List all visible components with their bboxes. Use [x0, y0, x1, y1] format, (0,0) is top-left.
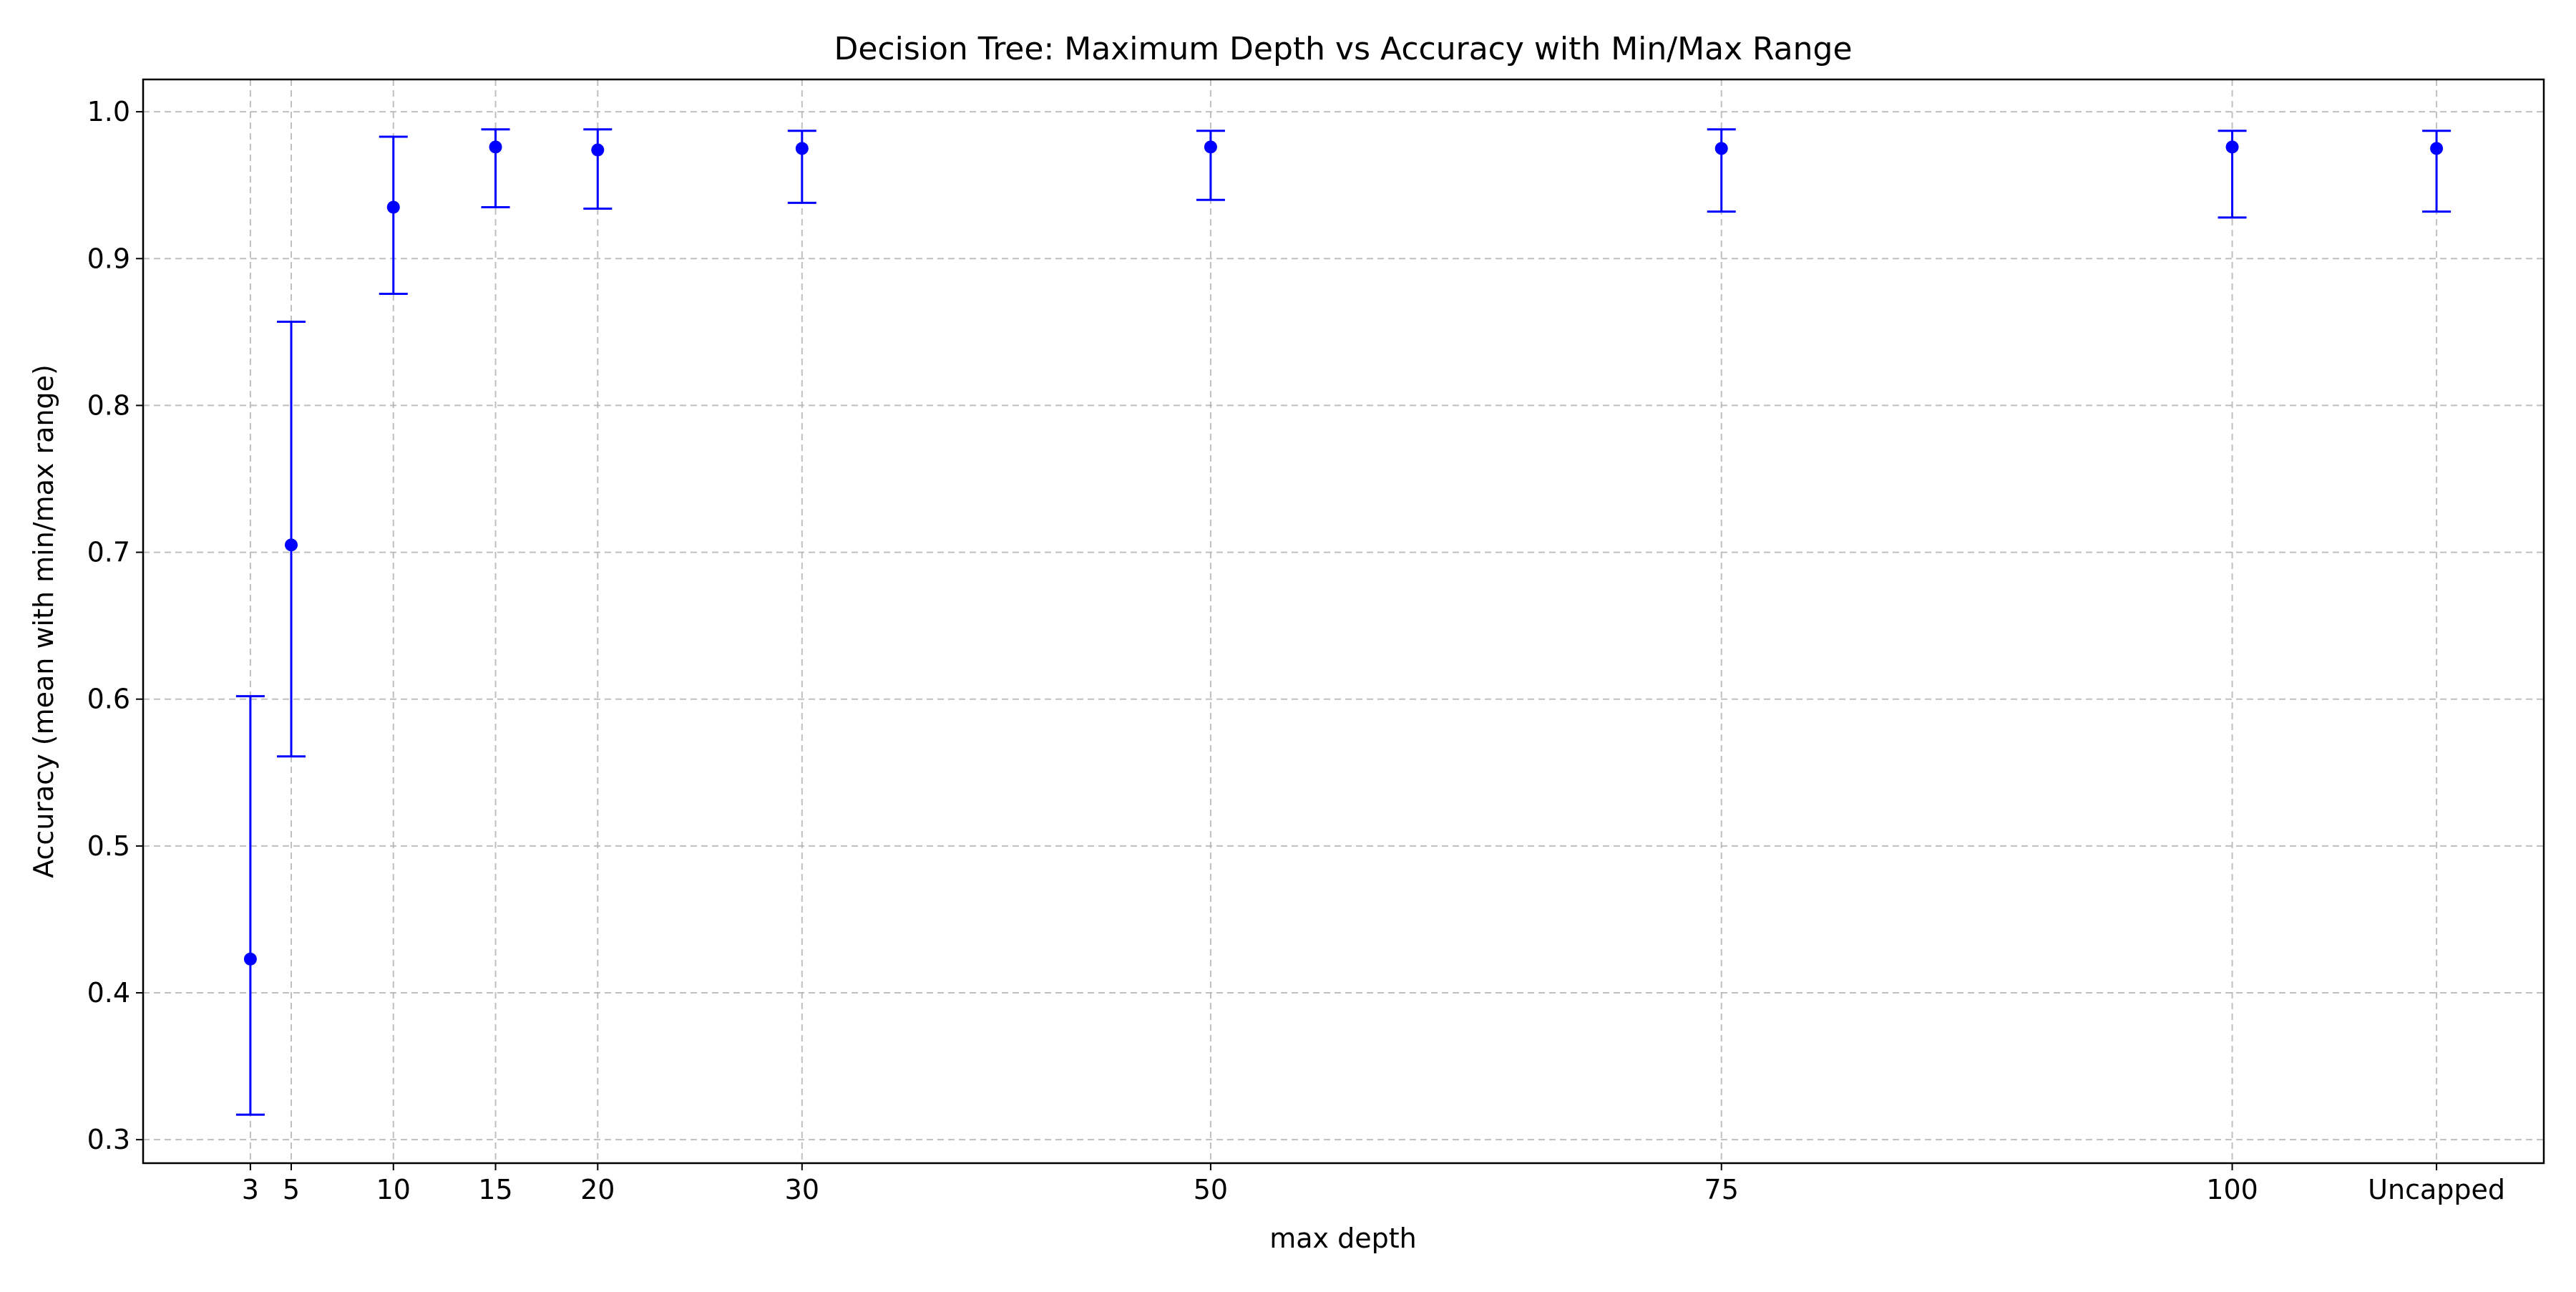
- y-tick-label: 0.3: [87, 1124, 130, 1155]
- x-tick-label: 20: [580, 1174, 615, 1205]
- x-tick-label: 10: [376, 1174, 411, 1205]
- mean-point: [489, 140, 502, 154]
- axis-ticks: 0.3 0.4 0.5 0.6 0.7 0.8 0.9 1.0 3 5 10 15 20 30 50 75 10…: [87, 96, 2505, 1205]
- plot-frame: [142, 78, 2545, 1165]
- mean-point: [591, 143, 605, 157]
- x-tick-label: 100: [2206, 1174, 2258, 1205]
- x-tick-label: Uncapped: [2368, 1174, 2505, 1205]
- mean-point: [795, 142, 809, 155]
- y-tick-label: 1.0: [87, 96, 130, 127]
- mean-point: [2225, 140, 2239, 154]
- y-tick-label: 0.5: [87, 830, 130, 862]
- mean-point: [243, 952, 257, 966]
- x-tick-label: 30: [785, 1174, 819, 1205]
- mean-point: [1204, 140, 1217, 154]
- y-tick-label: 0.4: [87, 977, 130, 1009]
- y-tick-label: 0.8: [87, 389, 130, 421]
- y-tick-label: 0.7: [87, 537, 130, 568]
- x-tick-label: 15: [478, 1174, 512, 1205]
- mean-point: [2430, 142, 2444, 155]
- mean-point: [285, 538, 298, 552]
- y-tick-label: 0.6: [87, 684, 130, 715]
- chart-title: Decision Tree: Maximum Depth vs Accuracy…: [834, 31, 1852, 67]
- y-tick-label: 0.9: [87, 243, 130, 274]
- x-tick-label: 3: [242, 1174, 259, 1205]
- mean-point: [386, 200, 400, 214]
- mean-point: [1714, 142, 1728, 155]
- x-tick-label: 75: [1704, 1174, 1739, 1205]
- y-axis-label: Accuracy (mean with min/max range): [28, 364, 59, 878]
- x-tick-label: 50: [1194, 1174, 1228, 1205]
- x-tick-label: 5: [283, 1174, 300, 1205]
- x-axis-label: max depth: [1269, 1223, 1416, 1254]
- data-series: [235, 128, 2451, 1116]
- grid-lines: [143, 79, 2544, 1163]
